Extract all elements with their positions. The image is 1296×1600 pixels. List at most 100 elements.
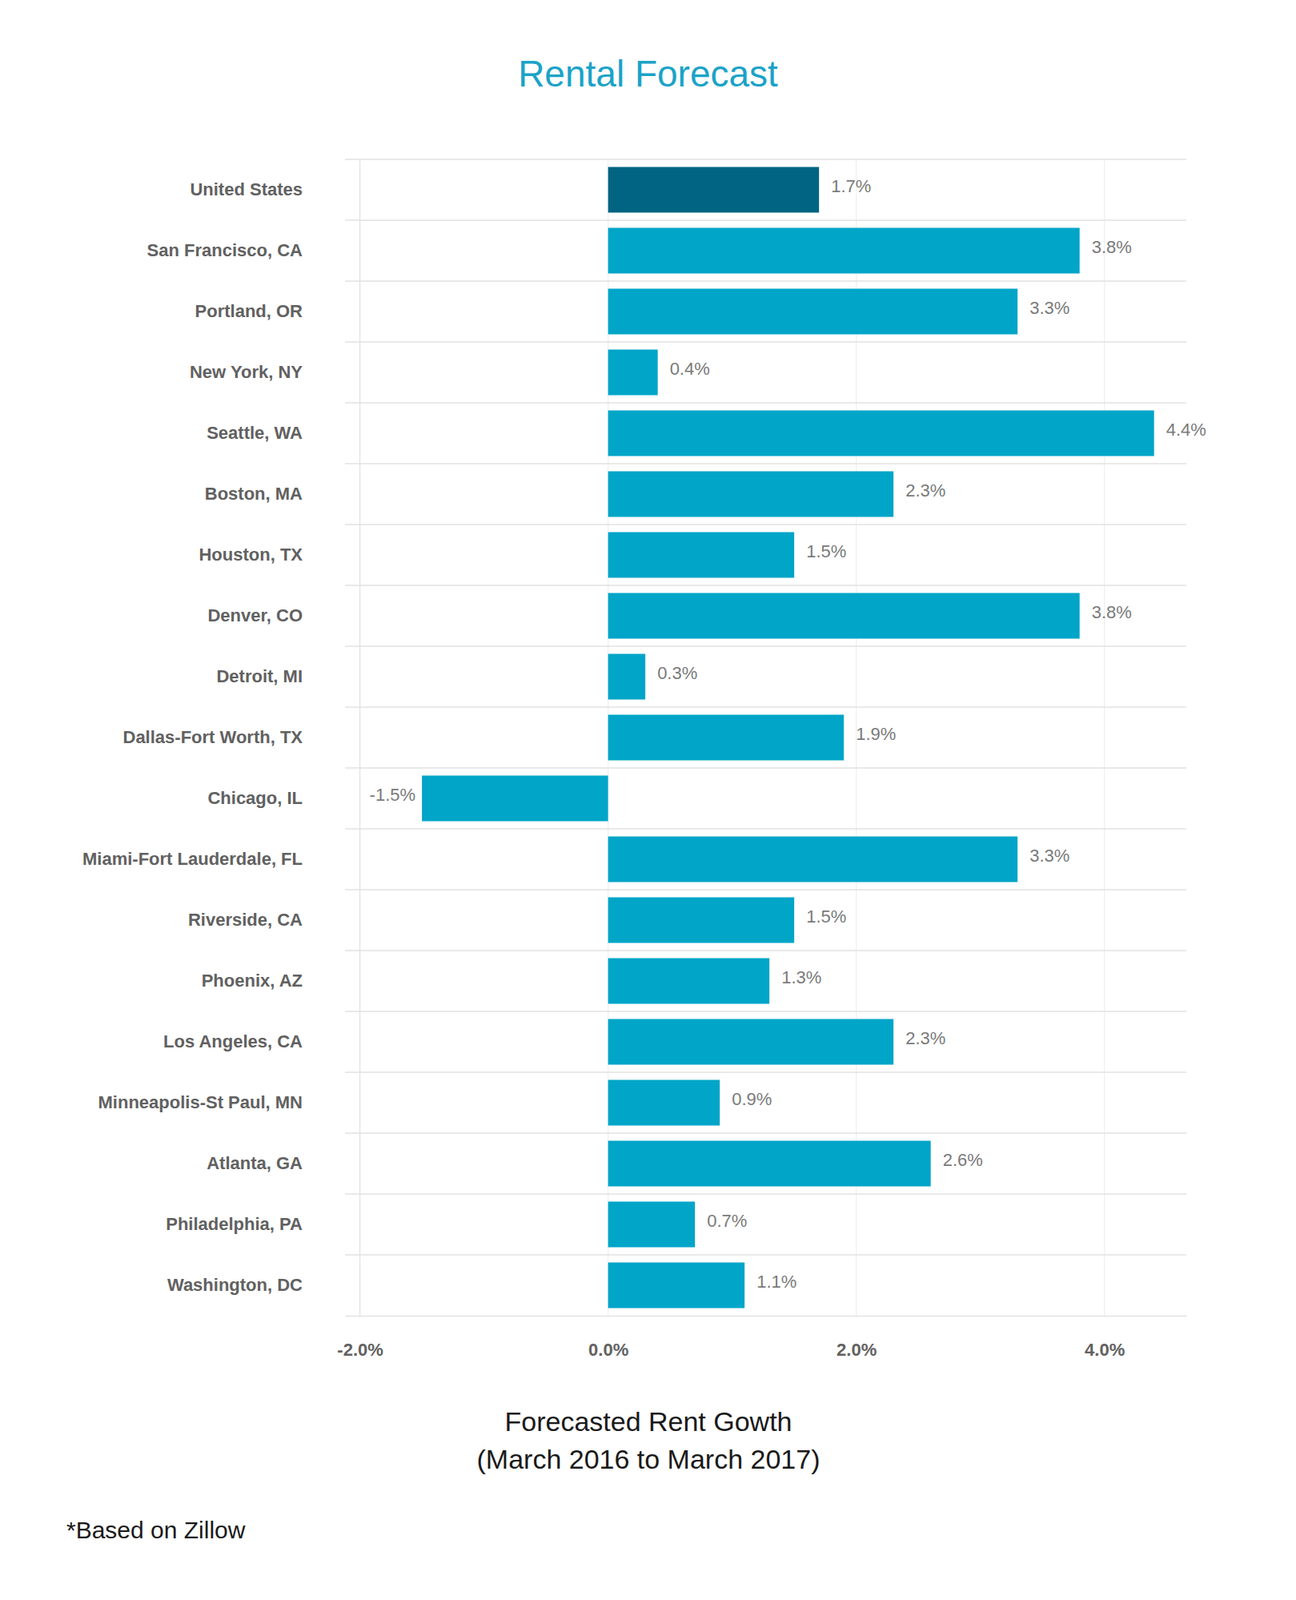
tick-label: Dallas-Fort Worth, TX	[123, 726, 304, 747]
tick: Houston, TX	[198, 544, 303, 565]
row-separator	[345, 888, 1187, 890]
tick-label: Houston, TX	[198, 544, 303, 565]
data-label: 3.3%	[1029, 845, 1070, 866]
row-separator	[345, 523, 1187, 525]
bar	[608, 836, 1019, 883]
grid-line	[1103, 159, 1105, 1316]
row-separator	[345, 1071, 1187, 1072]
tick-label: -2.0%	[337, 1339, 383, 1360]
row-separator	[345, 1010, 1187, 1012]
tick: Dallas-Fort Worth, TX	[123, 726, 304, 747]
axis-line	[345, 1315, 1188, 1317]
bar	[608, 410, 1155, 457]
grid	[345, 159, 1187, 1316]
bar	[608, 1140, 931, 1187]
row-separator	[345, 462, 1187, 464]
data-label: 3.8%	[1091, 601, 1132, 622]
data-label: 0.9%	[731, 1088, 772, 1109]
tick: Riverside, CA	[188, 909, 303, 930]
tick-label: Chicago, IL	[207, 787, 303, 808]
grid-line	[359, 159, 361, 1316]
bars	[421, 167, 1155, 1309]
bar	[608, 532, 795, 578]
tick-label: Portland, OR	[195, 300, 304, 321]
bar	[608, 958, 771, 1004]
tick: Washington, DC	[167, 1274, 303, 1295]
bar	[608, 714, 845, 761]
tick: San Francisco, CA	[147, 240, 304, 261]
tick-label: Minneapolis-St Paul, MN	[98, 1091, 303, 1112]
tick: New York, NY	[189, 361, 303, 382]
row-separator	[345, 766, 1187, 768]
tick-label: Boston, MA	[204, 483, 303, 504]
data-label: 0.3%	[657, 662, 698, 683]
bar	[608, 349, 659, 396]
tick: Miami-Fort Lauderdale, FL	[82, 848, 303, 869]
tick-label: 4.0%	[1084, 1339, 1125, 1360]
title: Rental Forecast	[517, 52, 779, 95]
bar	[608, 1079, 721, 1126]
chart: Rental Forecast 1.7% 3.8% 3.3% 0.4% 4.4% 2.3% 1…	[0, 0, 1296, 1600]
row-separator	[345, 827, 1187, 829]
tick: 0.0%	[588, 1315, 629, 1360]
bar	[608, 593, 1080, 639]
data-label: 2.3%	[905, 480, 946, 501]
row-separator	[345, 219, 1187, 221]
tick-label: Phoenix, AZ	[201, 970, 303, 991]
tick: Chicago, IL	[207, 787, 303, 808]
axis-title: Forecasted Rent Gowth	[504, 1405, 792, 1437]
row-separator	[345, 280, 1187, 281]
data-label: 3.3%	[1029, 297, 1070, 318]
footnote: *Based on Zillow	[66, 1516, 246, 1543]
data-label: 0.7%	[706, 1210, 747, 1231]
row-separator	[345, 401, 1187, 403]
data-label: 1.5%	[806, 906, 847, 927]
bar	[608, 471, 895, 518]
tick-label: United States	[189, 179, 303, 200]
tick: Portland, OR	[195, 300, 304, 321]
row-separator	[345, 949, 1187, 951]
tick: Boston, MA	[204, 483, 303, 504]
row-separator	[345, 341, 1187, 342]
data-label: 1.7%	[830, 176, 871, 197]
tick-label: 2.0%	[836, 1339, 877, 1360]
data-label: 3.8%	[1091, 236, 1132, 257]
bar	[421, 775, 609, 822]
tick-label: San Francisco, CA	[147, 240, 304, 261]
tick: Minneapolis-St Paul, MN	[98, 1091, 303, 1112]
bar	[608, 897, 795, 943]
tick-label: Los Angeles, CA	[163, 1031, 303, 1052]
row-separator	[345, 584, 1187, 586]
bar	[608, 1262, 746, 1309]
tick: Atlanta, GA	[206, 1152, 303, 1173]
data-label: -1.5%	[369, 784, 416, 805]
bar	[608, 1201, 696, 1248]
row-separator	[345, 1131, 1187, 1133]
tick-label: Riverside, CA	[188, 909, 303, 930]
row-separator	[345, 645, 1187, 646]
bar	[608, 654, 646, 700]
bar	[608, 228, 1080, 274]
data-label: 2.6%	[942, 1149, 984, 1170]
row-separator	[345, 158, 1187, 160]
bar	[608, 1019, 895, 1065]
tick-label: Denver, CO	[207, 605, 303, 626]
tick-label: Washington, DC	[167, 1274, 303, 1295]
tick: Seattle, WA	[206, 422, 303, 443]
row-separator	[345, 1192, 1187, 1194]
x-axis: -2.0% 0.0% 2.0% 4.0%	[337, 1315, 1187, 1360]
tick: 2.0%	[836, 1315, 877, 1360]
tick: Phoenix, AZ	[201, 970, 303, 991]
data-label: 2.3%	[905, 1027, 946, 1048]
tick: United States	[189, 179, 303, 200]
data-label: 1.3%	[781, 966, 822, 988]
data-label: 4.4%	[1166, 419, 1207, 440]
bar	[608, 167, 820, 213]
tick: Los Angeles, CA	[163, 1031, 303, 1052]
row-separator	[345, 1253, 1187, 1255]
data-label: 1.9%	[855, 723, 896, 744]
data-label: 0.4%	[670, 358, 711, 379]
tick: Denver, CO	[207, 605, 303, 626]
y-axis: United States San Francisco, CA Portland, …	[82, 179, 303, 1295]
tick-label: Seattle, WA	[206, 422, 303, 443]
